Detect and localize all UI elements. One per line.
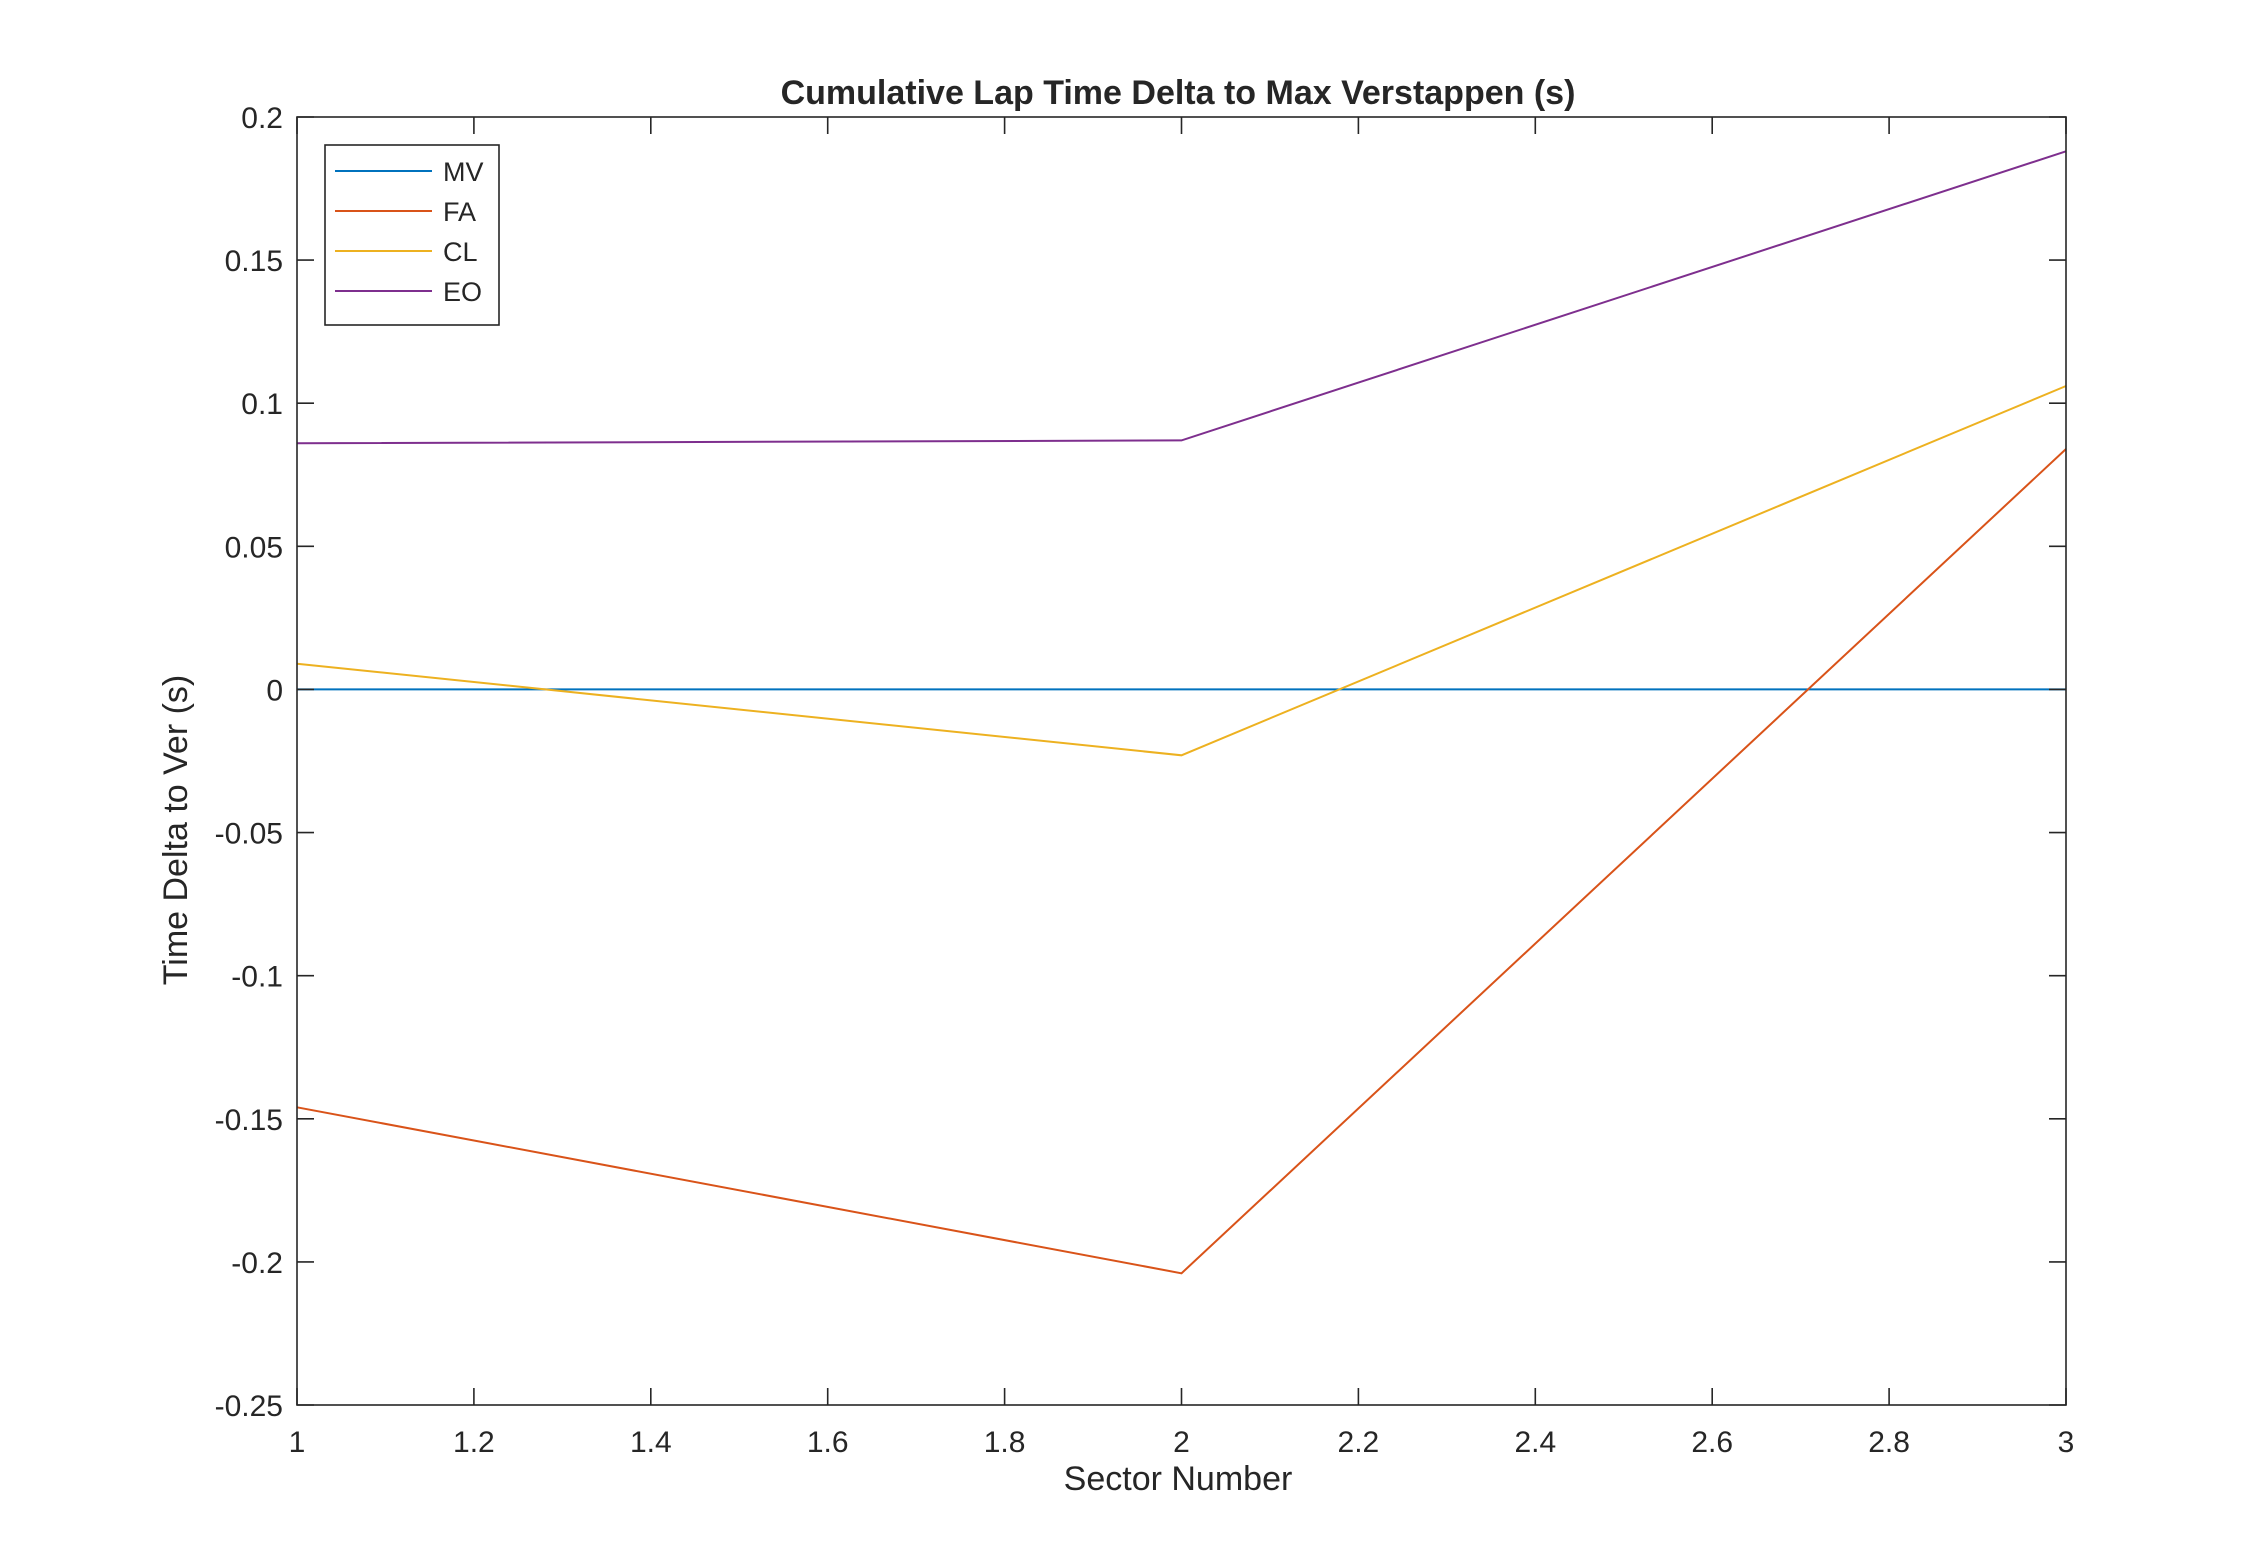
axes-layer: 1 1.2 1.4 1.6 1.8 2 2.2 2.4 2.6 2.8 3 0.2 0.15 0.1 0.0… xyxy=(215,102,2075,1459)
y-axis-label: Time Delta to Ver (s) xyxy=(157,675,195,985)
legend: MV FA CL EO xyxy=(324,144,500,326)
x-tick-label: 1 xyxy=(289,1426,306,1459)
chart-title: Cumulative Lap Time Delta to Max Verstap… xyxy=(781,74,1576,112)
x-tick-label: 1.2 xyxy=(453,1426,495,1459)
series-line-cl xyxy=(296,385,2067,757)
y-tick-label: 0 xyxy=(266,674,283,707)
y-tick-label: 0.2 xyxy=(241,102,283,135)
x-tick-label: 1.8 xyxy=(984,1426,1026,1459)
y-tick-label: 0.05 xyxy=(225,531,283,564)
series-line-eo xyxy=(296,150,2067,445)
x-tick-label: 2.8 xyxy=(1868,1426,1910,1459)
y-tick-label: -0.1 xyxy=(231,961,283,994)
x-tick-label: 2.6 xyxy=(1691,1426,1733,1459)
legend-label-eo: EO xyxy=(443,277,482,307)
y-tick-label: 0.15 xyxy=(225,245,283,278)
legend-label-fa: FA xyxy=(443,197,476,227)
x-tick-label: 2.2 xyxy=(1338,1426,1380,1459)
y-tick-label: -0.15 xyxy=(215,1104,283,1137)
legend-label-cl: CL xyxy=(443,237,478,267)
y-tick-label: -0.2 xyxy=(231,1247,283,1280)
x-tick-label: 1.6 xyxy=(807,1426,849,1459)
series-layer xyxy=(296,150,2067,1275)
x-tick-label: 1.4 xyxy=(630,1426,672,1459)
y-tick-label: -0.25 xyxy=(215,1390,283,1423)
y-tick-label: 0.1 xyxy=(241,388,283,421)
x-tick-label: 2.4 xyxy=(1514,1426,1556,1459)
legend-box xyxy=(324,144,500,326)
x-tick-label: 3 xyxy=(2058,1426,2075,1459)
legend-label-mv: MV xyxy=(443,157,484,187)
x-tick-label: 2 xyxy=(1173,1426,1190,1459)
series-line-fa xyxy=(296,448,2067,1275)
x-axis-label: Sector Number xyxy=(1064,1460,1293,1498)
y-tick-label: -0.05 xyxy=(215,818,283,851)
